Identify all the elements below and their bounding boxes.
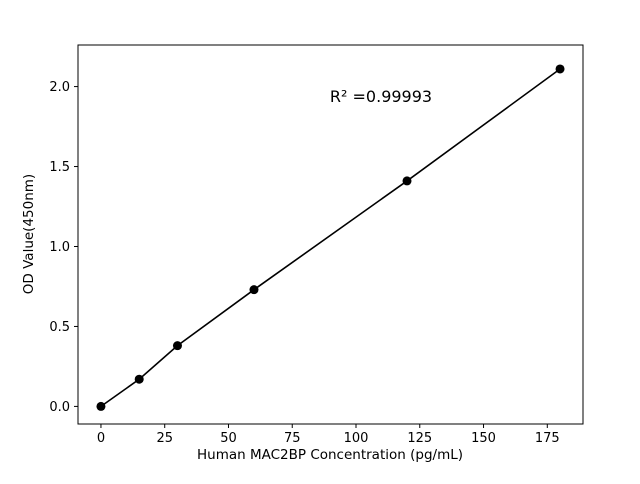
axes-box <box>77 44 584 425</box>
plot-area: 0 25 50 75 100 125 150 175 0.0 0.5 1.0 1.5 2.0 <box>49 44 584 446</box>
y-axis-label: OD Value(450nm) <box>21 174 37 294</box>
data-point <box>402 176 412 186</box>
y-tick-label: 2.0 <box>49 80 70 95</box>
x-tick-label: 75 <box>284 431 301 446</box>
y-tick-label: 1.0 <box>49 240 70 255</box>
fit-line <box>100 68 561 408</box>
y-tick-label: 0.5 <box>49 320 70 335</box>
x-tick-label: 175 <box>535 431 560 446</box>
r-squared-annotation: R² =0.99993 <box>330 87 432 106</box>
y-tick-label: 1.5 <box>49 160 70 175</box>
data-point <box>96 401 106 411</box>
x-tick-label: 25 <box>156 431 173 446</box>
data-point <box>555 64 565 74</box>
data-point <box>249 285 259 295</box>
y-tick-label: 0.0 <box>49 400 70 415</box>
data-point <box>134 374 144 384</box>
x-tick-label: 125 <box>407 431 432 446</box>
x-tick-label: 100 <box>344 431 369 446</box>
x-tick-label: 150 <box>471 431 496 446</box>
x-tick-label: 50 <box>220 431 237 446</box>
x-tick-label: 0 <box>97 431 105 446</box>
x-axis-label: Human MAC2BP Concentration (pg/mL) <box>197 447 463 463</box>
data-point <box>172 341 182 351</box>
